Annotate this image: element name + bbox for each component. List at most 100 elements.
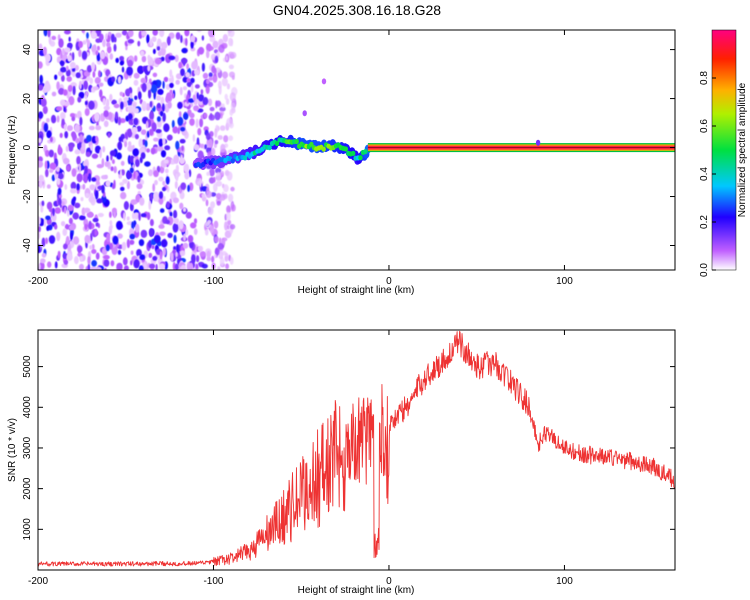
noise-blob (72, 212, 79, 220)
noise-blob (183, 112, 189, 121)
noise-blob (129, 92, 133, 99)
spectrogram-x-ticks: -200 -100 0 100 (28, 30, 573, 287)
spectrogram-frame (37, 29, 676, 271)
noise-blob (197, 128, 202, 136)
noise-blob (173, 209, 178, 219)
noise-blob (96, 45, 100, 51)
signal-point (242, 155, 248, 161)
noise-blob (134, 223, 140, 233)
noise-blob (158, 263, 166, 270)
noise-blob (209, 225, 215, 234)
noise-blob (177, 127, 181, 135)
noise-blob (95, 266, 102, 270)
noise-blob (151, 245, 155, 250)
noise-blob (95, 135, 99, 142)
noise-blob (179, 86, 183, 96)
noise-blob (117, 76, 122, 84)
noise-blob (92, 217, 99, 223)
noise-blob (95, 30, 102, 37)
noise-blob (193, 105, 200, 112)
noise-blob (84, 234, 91, 244)
noise-blob (189, 118, 195, 126)
noise-blob (207, 98, 213, 107)
noise-blob (85, 192, 90, 199)
noise-blob (225, 98, 230, 105)
noise-blob (184, 171, 190, 180)
noise-blob (201, 62, 205, 72)
noise-blob (156, 38, 162, 48)
noise-blob (122, 178, 128, 184)
noise-blob (60, 201, 65, 206)
noise-blob (101, 184, 105, 194)
noise-blob (128, 141, 132, 147)
y-tick-label: 4000 (22, 396, 33, 419)
noise-blob (41, 200, 45, 207)
snr-plot: -200 -100 0 100 1000 2000 3000 4000 5000 Height… (7, 329, 676, 596)
signal-trace (192, 134, 675, 171)
noise-blob (86, 134, 92, 142)
noise-blob (38, 180, 43, 189)
noise-blob (42, 46, 47, 56)
noise-blob (83, 207, 91, 213)
spectrogram-y-axis-label: Frequency (Hz) (7, 116, 18, 185)
noise-blob (57, 250, 61, 259)
x-tick-label: 100 (556, 576, 573, 587)
noise-blob (40, 205, 44, 213)
noise-blob (162, 247, 167, 257)
noise-blob (196, 30, 202, 33)
noise-blob (227, 149, 234, 154)
noise-blob (162, 138, 166, 145)
noise-blob (91, 45, 97, 53)
y-tick-label: -40 (22, 238, 33, 253)
noise-blob (66, 165, 70, 171)
noise-blob (153, 137, 159, 142)
noise-blob (230, 186, 235, 192)
noise-blob (105, 33, 108, 40)
noise-blob (129, 239, 135, 245)
noise-blob (87, 39, 91, 48)
x-tick-label: 0 (386, 576, 392, 587)
noise-blob (199, 251, 206, 257)
noise-blob (64, 47, 71, 53)
noise-blob (147, 54, 151, 61)
noise-blob (140, 152, 146, 160)
noise-blob (219, 106, 226, 112)
noise-blob (157, 88, 164, 95)
noise-blob (226, 205, 231, 214)
noise-blob (112, 235, 119, 245)
noise-blob (209, 168, 215, 177)
noise-blob (182, 242, 189, 249)
signal-point (294, 138, 299, 145)
noise-blob (51, 35, 57, 41)
isolated-point (302, 110, 307, 117)
noise-blob (177, 116, 184, 126)
noise-blob (190, 35, 196, 43)
noise-blob (45, 215, 51, 221)
noise-blob (56, 81, 60, 91)
noise-blob (200, 89, 204, 95)
noise-blob (184, 30, 190, 37)
noise-blob (187, 184, 191, 192)
noise-blob (70, 188, 77, 194)
noise-blob (106, 45, 112, 54)
noise-blob (77, 252, 83, 257)
noise-blob (103, 120, 109, 128)
noise-blob (99, 149, 102, 159)
noise-blob (215, 193, 222, 200)
noise-blob (156, 145, 164, 152)
noise-blob (88, 196, 95, 203)
noise-blob (120, 160, 125, 166)
colorbar-ticks: 0.0 0.2 0.4 0.6 0.8 (699, 71, 716, 277)
noise-blob (133, 72, 140, 79)
noise-blob (185, 72, 191, 78)
noise-blob (48, 149, 54, 158)
noise-blob (175, 32, 181, 40)
noise-blob (94, 77, 101, 84)
noise-blob (78, 40, 83, 49)
noise-blob (43, 218, 47, 228)
noise-blob (38, 61, 43, 69)
noise-blob (82, 160, 89, 167)
noise-blob (88, 220, 92, 230)
signal-point (274, 140, 280, 147)
